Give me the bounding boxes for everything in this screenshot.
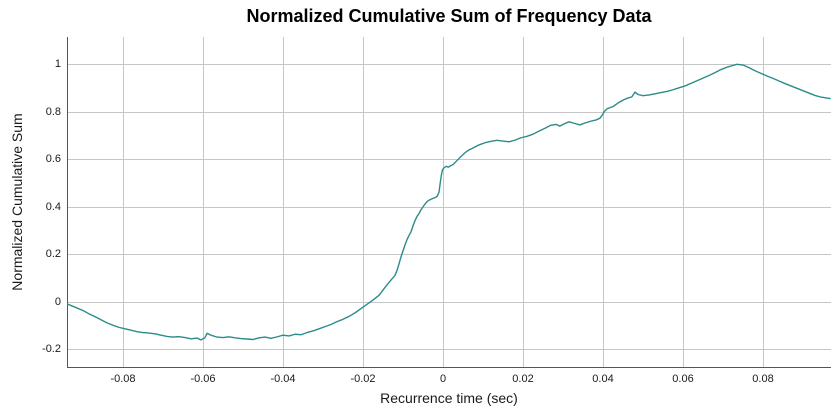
y-tick-label: 0.8 — [45, 105, 61, 118]
y-tick-label: 0.6 — [45, 153, 61, 166]
x-tick-label: -0.06 — [190, 373, 216, 385]
x-tick-label: 0 — [439, 373, 447, 385]
x-tick-label: -0.02 — [350, 373, 376, 385]
cumulative-sum-line — [67, 63, 831, 341]
y-tick-label: 1 — [54, 58, 61, 71]
x-tick-label: 0.08 — [752, 373, 774, 385]
chart-title: Normalized Cumulative Sum of Frequency D… — [246, 6, 652, 26]
x-tick-label: -0.04 — [270, 373, 296, 385]
y-tick-label: 0.2 — [45, 248, 61, 261]
x-tick-label: 0.02 — [512, 373, 534, 385]
y-tick-label: -0.2 — [42, 343, 61, 356]
y-tick-label: 0 — [54, 295, 61, 308]
x-tick-label: -0.08 — [110, 373, 136, 385]
y-tick-label: 0.4 — [45, 200, 61, 213]
x-tick-label: 0.04 — [592, 373, 614, 385]
x-axis-label: Recurrence time (sec) — [380, 390, 518, 406]
line-chart-canvas — [67, 37, 831, 368]
x-tick-label: 0.06 — [672, 373, 694, 385]
plot-area — [67, 37, 831, 368]
